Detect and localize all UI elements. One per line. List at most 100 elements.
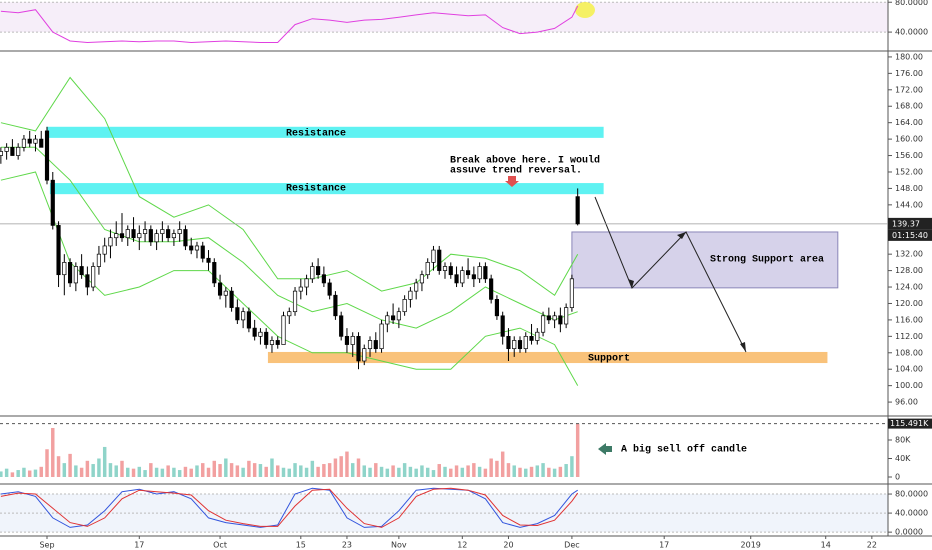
zone-label: Resistance <box>286 128 346 140</box>
volume-bar <box>143 470 147 477</box>
x-tick-label: 17 <box>134 541 144 550</box>
volume-bar <box>356 458 361 477</box>
candle-body <box>4 146 9 152</box>
candle-body <box>50 179 55 226</box>
volume-bar <box>160 468 165 477</box>
candle-body <box>131 229 136 239</box>
candle-body <box>39 138 44 148</box>
candle-body <box>114 233 119 239</box>
volume-bar <box>535 465 540 477</box>
candle-body <box>44 130 50 181</box>
candle-body <box>494 299 500 317</box>
volume-bar <box>252 463 257 477</box>
y-tick-label: 40.0000 <box>895 509 928 518</box>
candle-body <box>298 286 303 292</box>
candle-body <box>500 315 505 337</box>
candle-body <box>16 146 21 156</box>
y-tick-label: 168.00 <box>895 102 923 111</box>
volume-bar <box>350 463 355 477</box>
x-tick-label: Dec <box>564 541 579 550</box>
y-tick-label: 104.00 <box>895 365 923 374</box>
candle-body <box>425 262 430 276</box>
rsi-line <box>0 5 579 44</box>
y-tick-label: 40K <box>895 454 911 463</box>
volume-bar <box>108 463 113 477</box>
candle-body <box>477 266 482 280</box>
volume-bar <box>449 468 453 477</box>
candle-body <box>391 315 396 321</box>
candle-body <box>373 340 378 350</box>
volume-bar <box>495 460 499 477</box>
volume-bar <box>524 468 528 477</box>
candle-body <box>546 315 551 321</box>
volume-bar <box>385 468 390 477</box>
volume-bar <box>224 458 228 477</box>
y-tick-label: 0.0000 <box>895 528 923 537</box>
y-tick-label: 108.00 <box>895 348 923 357</box>
volume-bar <box>51 427 55 477</box>
candle-body <box>142 229 148 234</box>
candle-body <box>517 340 523 350</box>
candle-body <box>454 274 459 284</box>
x-tick-label: Sep <box>39 541 54 550</box>
volume-bar <box>299 465 303 477</box>
candle-body <box>529 335 534 341</box>
volume-bar <box>541 463 545 477</box>
volume-bar <box>39 466 43 477</box>
candle-body <box>471 274 476 280</box>
candle-body <box>79 266 84 276</box>
y-tick-label: 80.0000 <box>895 0 928 7</box>
annotation: A big sell off candle <box>621 444 747 456</box>
candle-body <box>108 237 113 247</box>
y-tick-label: 0 <box>895 472 900 481</box>
candle-body <box>448 266 453 276</box>
candle-body <box>350 335 355 345</box>
x-tick-label: 23 <box>342 541 352 550</box>
volume-bar <box>177 470 182 477</box>
volume-bar <box>506 463 511 477</box>
candle-body <box>304 278 309 288</box>
candle-body <box>171 233 176 239</box>
y-tick-label: 80K <box>895 436 911 445</box>
candle-body <box>85 274 90 288</box>
volume-bar <box>379 466 384 477</box>
candle-body <box>91 266 96 288</box>
volume-bar <box>166 465 170 477</box>
x-tick-label: 20 <box>503 541 513 550</box>
candle-body <box>68 262 73 284</box>
volume-bar <box>102 446 107 477</box>
volume-bar <box>564 464 568 477</box>
stoch-line <box>0 487 578 528</box>
candle-body <box>102 245 107 255</box>
candle-body <box>431 249 436 263</box>
candle-body <box>223 290 228 296</box>
x-tick-label: 12 <box>457 541 467 550</box>
y-tick-label: 144.00 <box>895 200 923 209</box>
volume-bar <box>264 466 268 477</box>
volume-bar <box>97 458 101 477</box>
volume-bar <box>241 467 245 477</box>
x-tick-label: 22 <box>867 541 877 550</box>
volume-bar <box>149 463 153 477</box>
zone <box>267 351 828 364</box>
volume-bar <box>27 470 32 477</box>
candle-body <box>489 278 494 300</box>
arrow-head <box>740 342 746 352</box>
candle-body <box>379 323 384 350</box>
last-volume-box <box>888 418 932 429</box>
y-tick-label: 156.00 <box>895 151 923 160</box>
volume-bar <box>500 451 505 477</box>
candle-body <box>408 290 413 300</box>
y-tick-label: 128.00 <box>895 266 923 275</box>
volume-bar <box>79 467 84 477</box>
volume-bar <box>218 464 222 477</box>
volume-bar <box>45 449 49 477</box>
candle-body <box>241 311 246 321</box>
candle-body <box>292 290 298 313</box>
candle-body <box>154 233 159 243</box>
candle-body <box>362 348 367 362</box>
stoch-line <box>0 487 579 528</box>
volume-bar <box>16 470 20 477</box>
candle-body <box>552 315 557 321</box>
